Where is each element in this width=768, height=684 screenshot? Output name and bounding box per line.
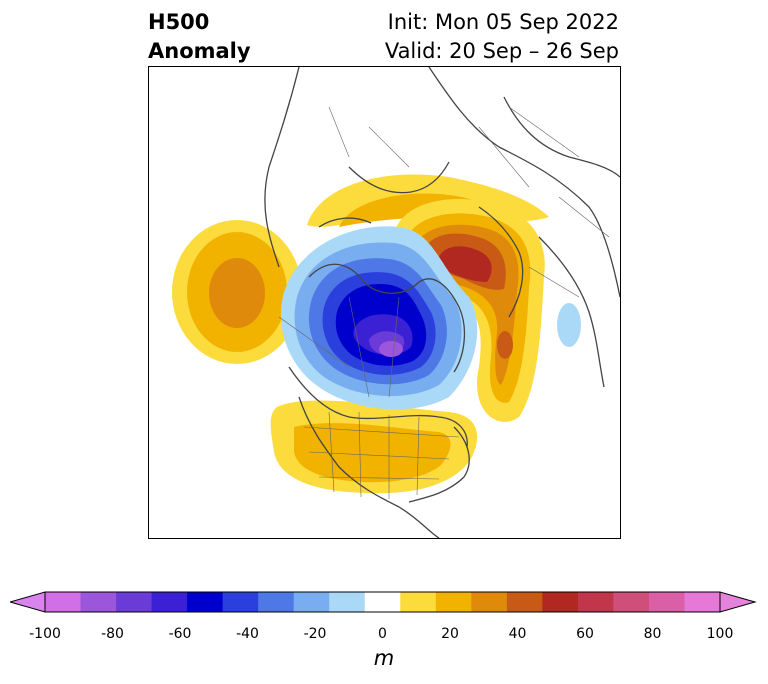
colorbar-swatch bbox=[151, 592, 188, 612]
colorbar-swatch bbox=[577, 592, 614, 612]
colorbar-swatch bbox=[471, 592, 508, 612]
title-anomaly: Anomaly bbox=[148, 39, 251, 63]
map-valid-info: Init: Mon 05 Sep 2022 Valid: 20 Sep – 26… bbox=[385, 8, 619, 66]
colorbar-swatch bbox=[542, 592, 579, 612]
colorbar-extend-low bbox=[10, 591, 46, 613]
anomaly-map-svg bbox=[172, 67, 620, 538]
colorbar-swatch bbox=[364, 592, 401, 612]
colorbar-swatch bbox=[293, 592, 330, 612]
coastlines bbox=[264, 67, 620, 538]
positive-anomaly-north-pacific bbox=[172, 220, 302, 364]
colorbar-swatch bbox=[222, 592, 259, 612]
init-time: Init: Mon 05 Sep 2022 bbox=[387, 10, 619, 34]
map-title: H500 Anomaly bbox=[148, 8, 251, 66]
title-variable: H500 bbox=[148, 10, 210, 34]
colorbar-tick-label: 60 bbox=[576, 626, 594, 642]
colorbar bbox=[10, 591, 757, 613]
colorbar-swatch bbox=[116, 592, 153, 612]
positive-anomaly-united-states bbox=[270, 400, 478, 494]
colorbar-tick-label: -60 bbox=[168, 626, 192, 642]
colorbar-swatch bbox=[684, 592, 721, 612]
colorbar-swatch bbox=[648, 592, 685, 612]
colorbar-outline bbox=[44, 591, 721, 613]
colorbar-swatch bbox=[80, 592, 117, 612]
colorbar-swatches bbox=[45, 592, 721, 612]
colorbar-tick-label: -20 bbox=[303, 626, 327, 642]
colorbar-tick-label: 40 bbox=[508, 626, 527, 642]
colorbar-swatch bbox=[613, 592, 650, 612]
colorbar-tick-label: 20 bbox=[441, 626, 459, 642]
colorbar-tick-label: 100 bbox=[706, 626, 734, 642]
negative-anomaly-small bbox=[557, 303, 581, 347]
anomaly-shading bbox=[172, 174, 581, 494]
colorbar-tick-label: -80 bbox=[101, 626, 124, 642]
colorbar-tick-label: 80 bbox=[643, 626, 662, 642]
colorbar-swatch bbox=[329, 592, 366, 612]
colorbar-swatch bbox=[435, 592, 472, 612]
colorbar-swatch bbox=[506, 592, 543, 612]
valid-range: Valid: 20 Sep – 26 Sep bbox=[384, 39, 619, 63]
colorbar-tick-label: -40 bbox=[236, 626, 259, 642]
colorbar-extend-high bbox=[719, 591, 757, 613]
colorbar-tick-label: 0 bbox=[378, 626, 387, 642]
colorbar-swatch bbox=[400, 592, 437, 612]
anomaly-map bbox=[148, 66, 621, 539]
colorbar-tick-label: -100 bbox=[29, 626, 61, 642]
political-borders bbox=[278, 106, 610, 499]
colorbar-swatch bbox=[187, 592, 224, 612]
colorbar-unit: m bbox=[373, 646, 395, 670]
colorbar-swatch bbox=[258, 592, 295, 612]
colorbar-swatch bbox=[45, 592, 82, 612]
